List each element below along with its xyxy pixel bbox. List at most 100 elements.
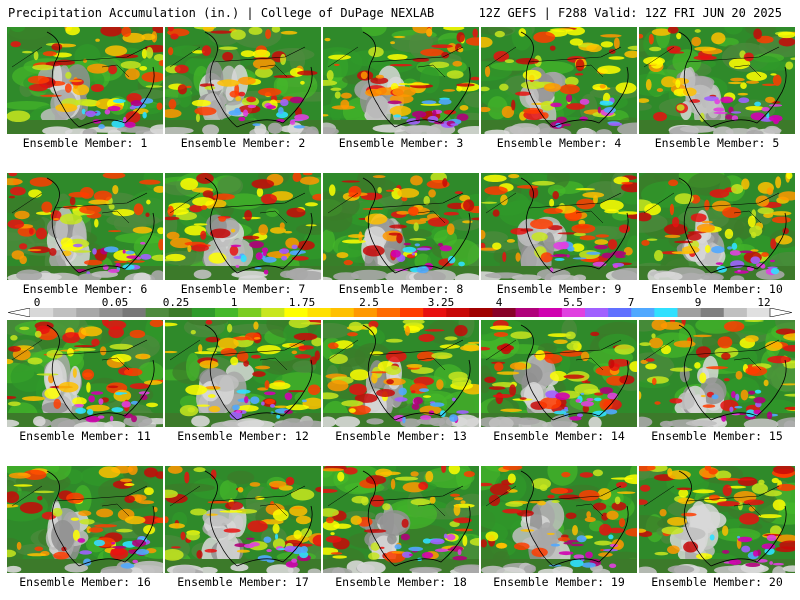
ensemble-member-label: Ensemble Member: 6 <box>22 282 148 296</box>
ensemble-member-label: Ensemble Member: 2 <box>180 136 306 150</box>
colorbar-swatch <box>122 308 146 317</box>
ensemble-member-label: Ensemble Member: 19 <box>493 575 625 589</box>
ensemble-map[interactable] <box>639 466 795 573</box>
ensemble-member-label: Ensemble Member: 5 <box>654 136 780 150</box>
run-info: 12Z GEFS | F288 Valid: 12Z FRI JUN 20 20… <box>478 6 782 20</box>
precipitation-map <box>639 27 795 134</box>
ensemble-map[interactable] <box>7 466 163 573</box>
colorbar-tick-label: 0.05 <box>101 296 129 309</box>
colorbar-swatch <box>99 308 123 317</box>
colorbar-tick-label: 1 <box>230 296 238 309</box>
colorbar-tick-label: 12 <box>757 296 771 309</box>
ensemble-map[interactable] <box>165 466 321 573</box>
precipitation-map <box>481 320 637 427</box>
ensemble-map[interactable] <box>165 173 321 280</box>
colorbar-swatch <box>538 308 563 317</box>
precipitation-map <box>7 27 163 134</box>
colorbar-swatch <box>469 308 493 317</box>
ensemble-map[interactable] <box>481 320 637 427</box>
colorbar-swatch <box>492 308 516 317</box>
colorbar-swatch <box>585 308 609 317</box>
precipitation-map <box>481 173 637 280</box>
colorbar-strip <box>8 308 792 317</box>
colorbar-swatch <box>215 308 239 317</box>
precipitation-map <box>481 466 637 573</box>
ensemble-map[interactable] <box>481 27 637 134</box>
precipitation-map <box>165 466 321 573</box>
ensemble-member-label: Ensemble Member: 10 <box>651 282 783 296</box>
precipitation-map <box>165 27 321 134</box>
colorbar-swatch <box>400 308 424 317</box>
colorbar-tick-label: 1.75 <box>288 296 316 309</box>
ensemble-member-label: Ensemble Member: 20 <box>651 575 783 589</box>
ensemble-map[interactable] <box>323 320 479 427</box>
colorbar-swatch <box>700 308 725 317</box>
colorbar-tick-label: 2.5 <box>359 296 379 309</box>
ensemble-map[interactable] <box>639 173 795 280</box>
colorbar-right-arrow <box>769 308 792 317</box>
precipitation-map <box>323 27 479 134</box>
ensemble-map[interactable] <box>323 466 479 573</box>
colorbar-left-arrow <box>8 308 31 317</box>
ensemble-member-label: Ensemble Member: 13 <box>335 429 467 443</box>
colorbar-swatch <box>746 308 771 317</box>
colorbar-tick-label: 5.5 <box>563 296 583 309</box>
ensemble-member-label: Ensemble Member: 14 <box>493 429 625 443</box>
colorbar-swatch <box>30 308 54 317</box>
ensemble-member-label: Ensemble Member: 11 <box>19 429 151 443</box>
precipitation-map <box>323 173 479 280</box>
ensemble-map[interactable] <box>165 27 321 134</box>
colorbar-swatch <box>168 308 193 317</box>
colorbar-swatch <box>423 308 447 317</box>
ensemble-member-label: Ensemble Member: 1 <box>22 136 148 150</box>
colorbar-tick-label: 0 <box>33 296 41 309</box>
precipitation-map <box>323 320 479 427</box>
colorbar-swatch <box>631 308 655 317</box>
colorbar-swatch <box>261 308 285 317</box>
colorbar-swatch <box>654 308 678 317</box>
precipitation-map <box>639 466 795 573</box>
colorbar-swatch <box>353 308 378 317</box>
colorbar-swatch <box>561 308 586 317</box>
colorbar-tick-label: 9 <box>694 296 702 309</box>
colorbar-swatch <box>608 308 632 317</box>
colorbar-tick-label: 0.25 <box>162 296 190 309</box>
ensemble-member-label: Ensemble Member: 8 <box>338 282 464 296</box>
ensemble-map[interactable] <box>165 320 321 427</box>
ensemble-member-label: Ensemble Member: 9 <box>496 282 622 296</box>
ensemble-map[interactable] <box>481 466 637 573</box>
ensemble-map[interactable] <box>481 173 637 280</box>
colorbar-swatch <box>723 308 748 317</box>
precipitation-map <box>7 466 163 573</box>
precipitation-colorbar: 0 0.05 0.25 1 1.75 2.5 3.25 4 5.5 7 9 12 <box>8 296 792 318</box>
colorbar-swatch <box>330 308 355 317</box>
ensemble-member-label: Ensemble Member: 7 <box>180 282 306 296</box>
precipitation-map <box>165 173 321 280</box>
colorbar-swatch <box>76 308 100 317</box>
colorbar-tick-label: 7 <box>627 296 635 309</box>
ensemble-member-label: Ensemble Member: 4 <box>496 136 622 150</box>
ensemble-map[interactable] <box>7 173 163 280</box>
ensemble-member-label: Ensemble Member: 3 <box>338 136 464 150</box>
ensemble-member-label: Ensemble Member: 12 <box>177 429 309 443</box>
precipitation-map <box>7 173 163 280</box>
precipitation-map <box>639 173 795 280</box>
precipitation-map <box>323 466 479 573</box>
ensemble-map[interactable] <box>323 27 479 134</box>
ensemble-map[interactable] <box>7 320 163 427</box>
ensemble-member-label: Ensemble Member: 18 <box>335 575 467 589</box>
ensemble-map[interactable] <box>323 173 479 280</box>
colorbar-swatch <box>446 308 470 317</box>
colorbar-swatch <box>515 308 540 317</box>
ensemble-map[interactable] <box>639 320 795 427</box>
colorbar-swatch <box>238 308 262 317</box>
colorbar-tick-label: 3.25 <box>427 296 455 309</box>
colorbar-swatch <box>53 308 77 317</box>
ensemble-map[interactable] <box>7 27 163 134</box>
precipitation-map <box>7 320 163 427</box>
colorbar-tick-labels: 0 0.05 0.25 1 1.75 2.5 3.25 4 5.5 7 9 12 <box>8 296 792 309</box>
ensemble-member-label: Ensemble Member: 17 <box>177 575 309 589</box>
ensemble-map[interactable] <box>639 27 795 134</box>
ensemble-member-label: Ensemble Member: 16 <box>19 575 151 589</box>
colorbar-swatch <box>284 308 308 317</box>
